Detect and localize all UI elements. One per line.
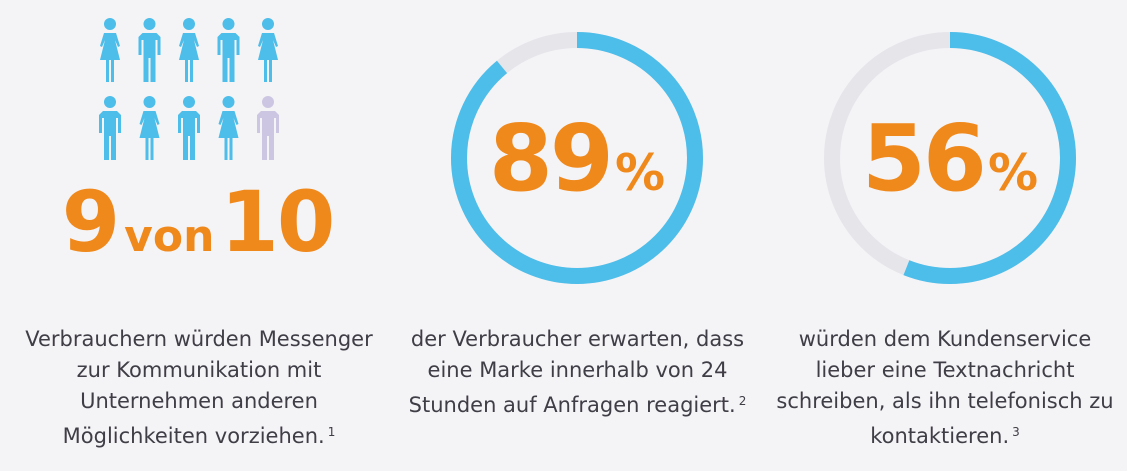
people-connector: von: [124, 211, 215, 262]
ring-value: 89: [489, 105, 611, 212]
person-icon-highlighted: [218, 96, 239, 160]
text-caption: würden dem Kundenservice lieber eine Tex…: [770, 324, 1120, 452]
footnote-1: 1: [327, 425, 336, 439]
person-icon-highlighted: [100, 18, 120, 82]
person-icon-highlighted: [179, 18, 199, 82]
ring-progress: [451, 32, 703, 284]
person-icon-highlighted: [138, 18, 161, 82]
ring-value-label: 89%: [489, 105, 665, 212]
footnote-3: 3: [1012, 425, 1020, 439]
person-icon-muted: [257, 96, 279, 160]
person-icon-highlighted: [178, 96, 200, 160]
stat-people: 9 von10 Verbrauchern würden Messenger zur…: [0, 0, 395, 471]
people-count: 9: [61, 173, 120, 271]
ring-chart-89: 89%: [451, 32, 703, 284]
footnote-2: 2: [738, 394, 747, 408]
ring-chart-56: 56%: [824, 32, 1076, 284]
person-icon-highlighted: [99, 96, 121, 160]
ring-unit: %: [988, 144, 1038, 202]
ring-unit: %: [615, 144, 665, 202]
ring-value-label: 56%: [862, 105, 1038, 212]
people-pictogram: [99, 18, 279, 160]
person-icon-highlighted: [139, 96, 160, 160]
ring-progress: [824, 32, 1076, 284]
people-caption-text: Verbrauchern würden Messenger zur Kommun…: [25, 327, 373, 448]
stat-text-preference: 56% würden dem Kundenservice lieber eine…: [760, 0, 1127, 471]
response-caption: der Verbraucher erwarten, dass eine Mark…: [400, 324, 755, 421]
nine-of-ten-figure: 9 von10: [0, 180, 395, 264]
person-icon-highlighted: [217, 18, 240, 82]
ring-value: 56: [862, 105, 984, 212]
text-caption-text: würden dem Kundenservice lieber eine Tex…: [776, 327, 1114, 448]
people-caption: Verbrauchern würden Messenger zur Kommun…: [10, 324, 388, 452]
stat-response: 89% der Verbraucher erwarten, dass eine …: [395, 0, 760, 471]
people-total: 10: [220, 173, 335, 271]
person-icon-highlighted: [258, 18, 278, 82]
response-caption-text: der Verbraucher erwarten, dass eine Mark…: [408, 327, 745, 417]
